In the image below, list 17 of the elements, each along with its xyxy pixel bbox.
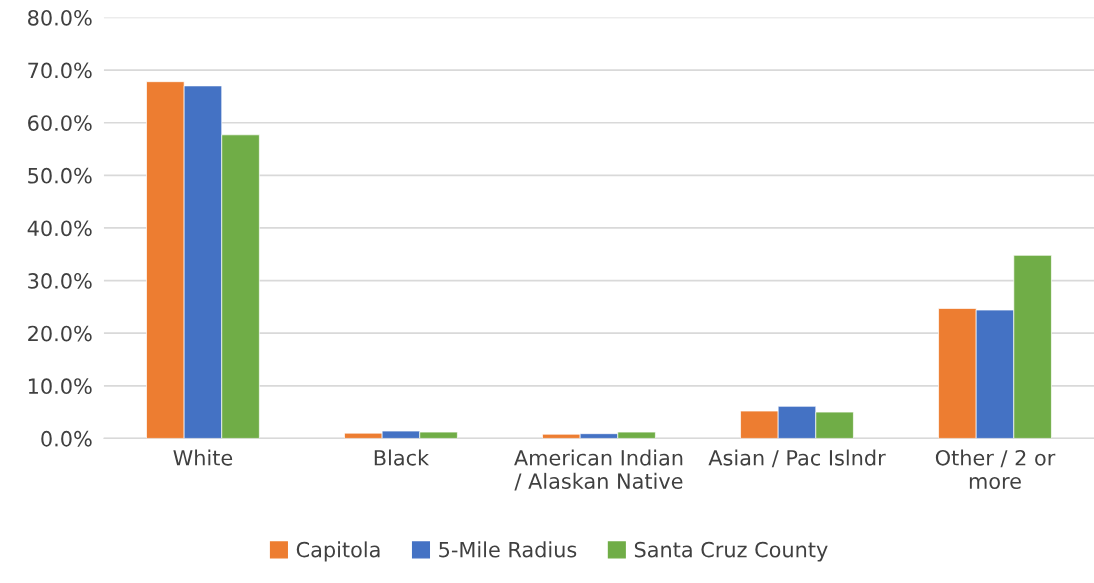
y-tick-label: 10.0%	[28, 378, 92, 395]
y-tick-label: 0.0%	[41, 430, 92, 447]
x-tick-label: Black	[374, 449, 430, 466]
y-tick-label: 70.0%	[28, 62, 92, 79]
y-tick-label: 80.0%	[28, 9, 92, 26]
y-tick-label: 40.0%	[27, 220, 92, 237]
x-tick-label: White	[173, 449, 233, 466]
y-tick-label: 60.0%	[28, 115, 92, 131]
y-tick-label: 20.0%	[28, 325, 92, 342]
y-tick-label: 30.0%	[28, 273, 92, 289]
x-tick-label: Other / 2 or more	[935, 449, 1056, 489]
legend-label: Santa Cruz County	[634, 541, 828, 562]
legend-label: Capitola	[296, 541, 380, 562]
x-tick-label: Asian / Pac Islndr	[708, 449, 886, 468]
y-tick-label: 50.0%	[28, 167, 92, 184]
legend-label: 5-Mile Radius	[439, 541, 577, 558]
x-tick-label: American Indian / Alaskan Native	[514, 449, 683, 491]
